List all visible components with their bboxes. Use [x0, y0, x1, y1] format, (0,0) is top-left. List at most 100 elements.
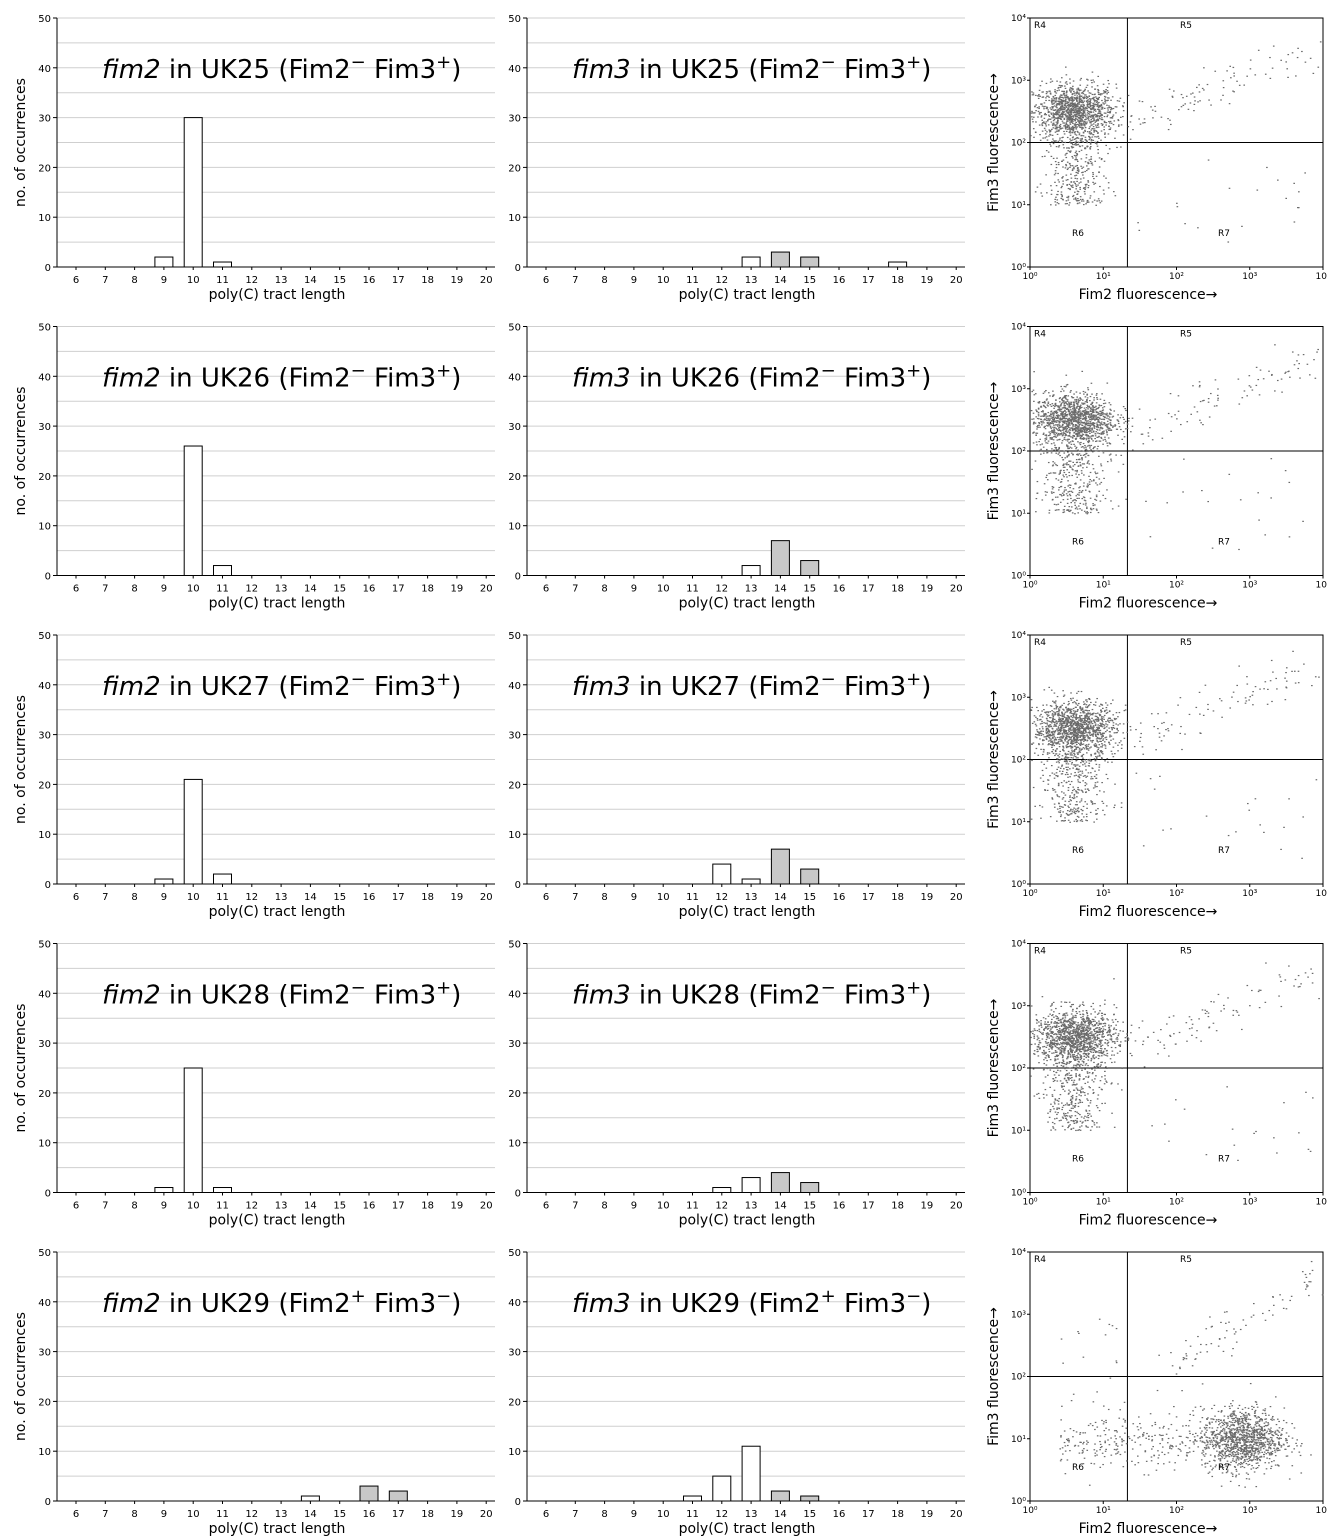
- event-dot: [1197, 101, 1199, 103]
- event-dot: [1064, 420, 1066, 422]
- event-dot: [1059, 410, 1061, 412]
- dot-cloud: [1030, 650, 1320, 859]
- event-dot: [1036, 186, 1039, 188]
- event-dot: [1084, 183, 1087, 186]
- event-dot: [1057, 109, 1059, 111]
- event-dot: [1048, 111, 1051, 113]
- event-dot: [1071, 109, 1073, 111]
- event-dot: [1090, 79, 1093, 81]
- event-dot: [1075, 400, 1078, 402]
- event-dot: [1034, 422, 1037, 424]
- event-dot: [1078, 107, 1080, 109]
- event-dot: [1054, 742, 1057, 744]
- event-dot: [1076, 203, 1079, 205]
- event-dot: [1087, 732, 1089, 734]
- event-dot: [1096, 448, 1099, 450]
- event-dot: [1075, 722, 1078, 724]
- event-dot: [1031, 116, 1033, 118]
- event-dot: [1108, 413, 1111, 415]
- event-dot: [1072, 120, 1074, 122]
- event-dot: [1077, 721, 1079, 724]
- event-dot: [1058, 397, 1061, 400]
- x-tick-label: 20: [950, 275, 963, 286]
- event-dot: [1088, 483, 1091, 485]
- event-dot: [1064, 433, 1067, 435]
- event-dot: [1138, 229, 1141, 231]
- event-dot: [1069, 729, 1072, 731]
- event-dot: [1198, 386, 1201, 388]
- event-dot: [1289, 376, 1291, 378]
- y-tick-label: 0: [45, 263, 51, 274]
- event-dot: [1091, 428, 1093, 430]
- event-dot: [1079, 186, 1081, 189]
- event-dot: [1096, 426, 1098, 428]
- event-dot: [1089, 430, 1091, 432]
- event-dot: [1089, 142, 1092, 144]
- event-dot: [1070, 113, 1072, 115]
- event-dot: [1062, 429, 1065, 431]
- event-dot: [1083, 496, 1086, 499]
- event-dot: [1100, 404, 1103, 407]
- event-dot: [1097, 106, 1100, 108]
- event-dot: [1084, 720, 1087, 722]
- event-dot: [1062, 111, 1065, 113]
- event-dot: [1084, 714, 1086, 717]
- event-dot: [1058, 112, 1061, 114]
- event-dot: [1106, 724, 1109, 726]
- event-dot: [1066, 469, 1069, 471]
- event-dot: [1047, 740, 1050, 742]
- event-dot: [1041, 91, 1044, 93]
- event-dot: [1199, 100, 1201, 102]
- event-dot: [1067, 406, 1070, 408]
- event-dot: [1080, 122, 1083, 125]
- event-dot: [1033, 400, 1035, 402]
- event-dot: [1097, 436, 1100, 438]
- event-dot: [1056, 742, 1059, 745]
- event-dot: [1042, 743, 1044, 745]
- event-dot: [1040, 730, 1043, 732]
- event-dot: [1056, 80, 1058, 82]
- event-dot: [1077, 409, 1080, 411]
- event-dot: [1074, 114, 1077, 116]
- x-tick-label: 17: [862, 584, 875, 595]
- event-dot: [1076, 497, 1079, 499]
- event-dot: [1066, 498, 1069, 500]
- event-dot: [1065, 414, 1067, 416]
- event-dot: [1055, 196, 1057, 198]
- event-dot: [1048, 99, 1050, 102]
- event-dot: [1069, 429, 1072, 431]
- event-dot: [1037, 116, 1039, 118]
- event-dot: [1083, 712, 1086, 714]
- event-dot: [1096, 509, 1098, 511]
- event-dot: [1082, 442, 1085, 445]
- event-dot: [1051, 714, 1054, 716]
- event-dot: [1066, 147, 1068, 149]
- event-dot: [1058, 711, 1060, 713]
- event-dot: [1097, 432, 1099, 434]
- event-dot: [1038, 106, 1040, 108]
- event-dot: [1062, 718, 1064, 720]
- event-dot: [1085, 86, 1088, 89]
- x-tick-label: 6: [73, 584, 79, 595]
- event-dot: [1080, 200, 1083, 202]
- event-dot: [1066, 425, 1069, 427]
- event-dot: [1109, 719, 1111, 722]
- event-dot: [1036, 480, 1039, 483]
- event-dot: [1081, 106, 1084, 108]
- event-dot: [1063, 420, 1065, 423]
- event-dot: [1062, 431, 1065, 433]
- event-dot: [1031, 94, 1034, 96]
- event-dot: [1067, 734, 1070, 736]
- event-dot: [1071, 169, 1074, 172]
- event-dot: [1087, 168, 1090, 170]
- event-dot: [1078, 702, 1080, 705]
- event-dot: [1071, 512, 1074, 514]
- event-dot: [1073, 132, 1076, 134]
- event-dot: [1059, 425, 1061, 427]
- event-dot: [1105, 423, 1108, 425]
- event-dot: [1086, 435, 1088, 437]
- event-dot: [1077, 143, 1080, 146]
- event-dot: [1284, 372, 1286, 374]
- event-dot: [1076, 95, 1079, 97]
- event-dot: [1258, 519, 1260, 521]
